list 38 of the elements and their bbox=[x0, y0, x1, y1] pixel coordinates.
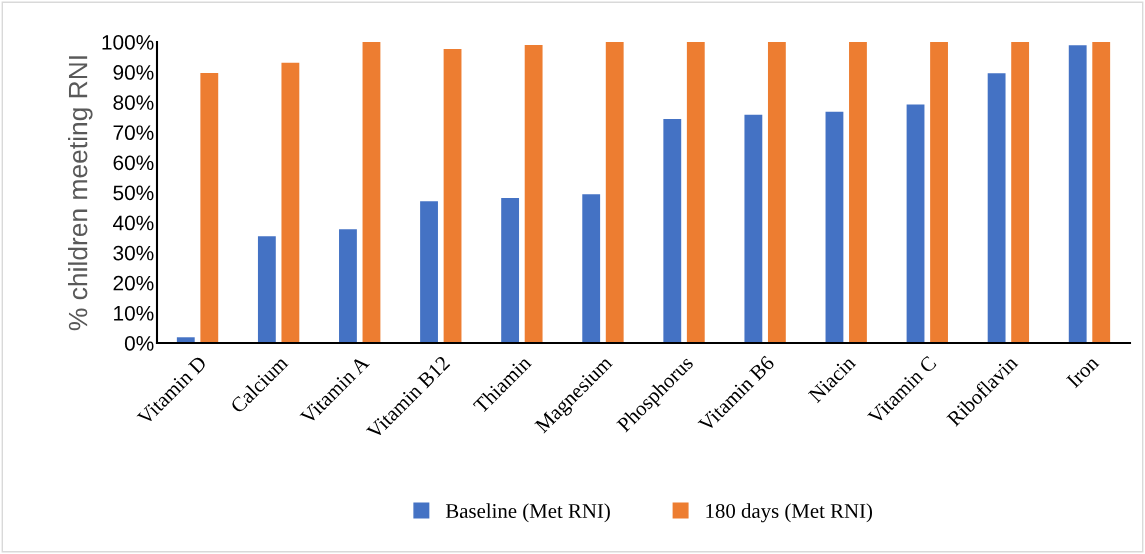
y-tick-label: 30% bbox=[113, 245, 154, 261]
y-tick-label: 60% bbox=[113, 155, 154, 171]
bar bbox=[930, 42, 948, 343]
y-tick-label: 80% bbox=[113, 95, 154, 110]
bar bbox=[744, 114, 763, 343]
bar bbox=[825, 111, 844, 343]
legend-label: Baseline (Met RNI) bbox=[445, 503, 610, 523]
y-axis-title: % children meeting RNI bbox=[68, 56, 93, 331]
bar bbox=[281, 62, 300, 343]
bar bbox=[849, 42, 867, 343]
bar bbox=[443, 48, 462, 343]
bar bbox=[1011, 42, 1030, 343]
bar bbox=[686, 42, 705, 343]
bar bbox=[524, 45, 543, 343]
y-tick-label: 20% bbox=[113, 275, 154, 291]
bar bbox=[987, 73, 1006, 343]
bar bbox=[1092, 42, 1111, 343]
bar bbox=[605, 42, 624, 343]
bar bbox=[582, 194, 601, 343]
bar bbox=[663, 119, 682, 343]
bar bbox=[257, 236, 276, 343]
bar bbox=[339, 229, 357, 343]
y-tick-label: 100% bbox=[102, 35, 154, 50]
y-tick-label: 0% bbox=[124, 336, 154, 351]
bar bbox=[362, 42, 381, 343]
legend-label: 180 days (Met RNI) bbox=[706, 503, 873, 523]
bar bbox=[1068, 45, 1087, 343]
bar bbox=[200, 73, 219, 343]
y-tick-label: 50% bbox=[113, 185, 154, 201]
x-tick-label: Iron bbox=[1066, 354, 1100, 389]
bar bbox=[906, 104, 925, 343]
bar bbox=[420, 201, 438, 343]
bar bbox=[767, 42, 786, 343]
y-tick-label: 40% bbox=[113, 215, 154, 231]
y-tick-label: 90% bbox=[113, 65, 154, 80]
bar bbox=[501, 197, 520, 343]
y-tick-label: 10% bbox=[114, 305, 154, 321]
y-tick-label: 70% bbox=[113, 125, 154, 141]
